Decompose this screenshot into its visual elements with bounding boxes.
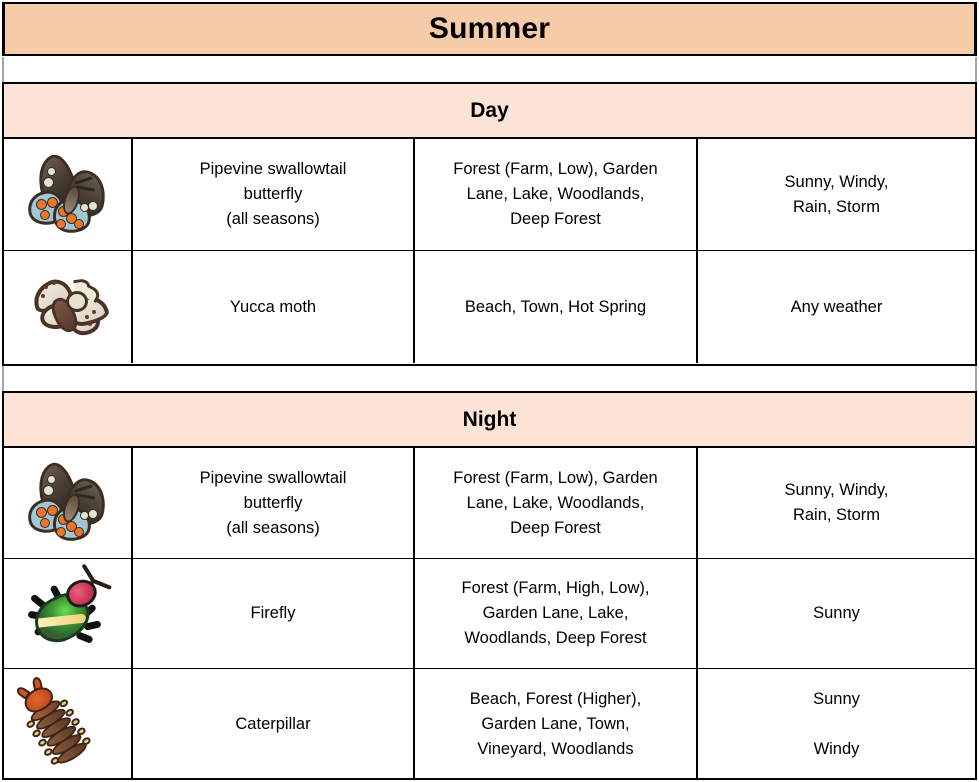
spacer-row-1 xyxy=(2,57,977,82)
bug-icon-cell xyxy=(4,559,133,668)
table-group-day: Pipevine swallowtail butterfly (all seas… xyxy=(2,139,977,366)
bug-weather-cell: Any weather xyxy=(698,251,975,363)
bug-icon-cell xyxy=(4,669,133,779)
weather-line: Sunny, Windy, xyxy=(784,481,889,499)
bug-name-line: Caterpillar xyxy=(235,714,311,733)
table-group-night: Pipevine swallowtail butterfly (all seas… xyxy=(2,448,977,780)
bug-location-cell: Beach, Town, Hot Spring xyxy=(415,251,698,363)
weather-line: Rain, Storm xyxy=(792,506,881,524)
bug-icon-cell xyxy=(4,139,133,250)
page-title: Summer xyxy=(428,12,551,45)
bug-name-line: Pipevine swallowtail xyxy=(199,160,347,178)
bug-icon-cell xyxy=(4,448,133,558)
bug-weather-cell: Sunny, Windy, Rain, Storm xyxy=(698,139,975,250)
section-label-day: Day xyxy=(470,98,509,122)
location-line: Deep Forest xyxy=(510,518,601,537)
bug-name-line: (all seasons) xyxy=(226,210,320,228)
table-row: Yucca moth Beach, Town, Hot Spring Any w… xyxy=(4,251,975,363)
butterfly-icon xyxy=(22,457,114,549)
weather-line: Windy xyxy=(813,739,860,758)
location-line: Garden Lane, Town, xyxy=(481,714,630,733)
spacer-row-2 xyxy=(2,366,977,391)
season-title-banner: Summer xyxy=(2,2,977,56)
bug-name-line: Pipevine swallowtail xyxy=(199,468,347,487)
bug-icon-cell xyxy=(4,251,133,363)
bug-name-line: butterfly xyxy=(243,493,303,512)
location-line: Forest (Farm, High, Low), xyxy=(461,579,650,597)
bug-weather-cell: Sunny xyxy=(698,559,975,668)
location-line: Lane, Lake, Woodlands, xyxy=(466,493,645,512)
location-line: Beach, Forest (Higher), xyxy=(469,689,642,708)
table-row: Pipevine swallowtail butterfly (all seas… xyxy=(4,448,975,559)
bug-name-cell: Caterpillar xyxy=(133,669,415,779)
bug-name-cell: Pipevine swallowtail butterfly (all seas… xyxy=(133,448,415,558)
location-line: Forest (Farm, Low), Garden xyxy=(453,468,658,487)
weather-line: Sunny xyxy=(813,689,860,708)
section-header-day: Day xyxy=(2,82,977,139)
bug-name-cell: Firefly xyxy=(133,559,415,668)
firefly-icon xyxy=(22,563,114,660)
bug-name-cell: Yucca moth xyxy=(133,251,415,363)
location-line: Forest (Farm, Low), Garden xyxy=(453,160,658,178)
table-row: Caterpillar Beach, Forest (Higher), Gard… xyxy=(4,669,975,779)
location-line: Vineyard, Woodlands xyxy=(477,739,634,758)
moth-icon xyxy=(22,261,114,353)
table-row: Firefly Forest (Farm, High, Low), Garden… xyxy=(4,559,975,669)
bug-name-line: Firefly xyxy=(250,604,296,622)
bug-name-line: butterfly xyxy=(243,185,303,203)
location-line: Woodlands, Deep Forest xyxy=(464,629,647,647)
weather-line: Rain, Storm xyxy=(792,197,881,216)
bug-name-cell: Pipevine swallowtail butterfly (all seas… xyxy=(133,139,415,250)
section-label-night: Night xyxy=(462,407,517,431)
weather-line: Sunny xyxy=(813,604,860,622)
butterfly-icon xyxy=(22,149,114,241)
location-line: Deep Forest xyxy=(510,210,601,228)
location-line: Garden Lane, Lake, xyxy=(482,604,629,622)
caterpillar-icon xyxy=(14,676,114,770)
section-header-night: Night xyxy=(2,391,977,448)
bug-location-cell: Forest (Farm, Low), Garden Lane, Lake, W… xyxy=(415,139,698,250)
bug-name-line: Yucca moth xyxy=(229,297,317,316)
bug-weather-cell: Sunny Windy xyxy=(698,669,975,779)
table-row: Pipevine swallowtail butterfly (all seas… xyxy=(4,139,975,251)
bug-location-cell: Forest (Farm, High, Low), Garden Lane, L… xyxy=(415,559,698,668)
bug-location-cell: Forest (Farm, Low), Garden Lane, Lake, W… xyxy=(415,448,698,558)
bug-weather-cell: Sunny, Windy, Rain, Storm xyxy=(698,448,975,558)
weather-line: Sunny, Windy, xyxy=(784,172,889,191)
bug-name-line: (all seasons) xyxy=(226,518,320,537)
location-line: Beach, Town, Hot Spring xyxy=(464,297,647,316)
bug-location-cell: Beach, Forest (Higher), Garden Lane, Tow… xyxy=(415,669,698,779)
location-line: Lane, Lake, Woodlands, xyxy=(466,185,645,203)
weather-line: Any weather xyxy=(790,297,883,316)
